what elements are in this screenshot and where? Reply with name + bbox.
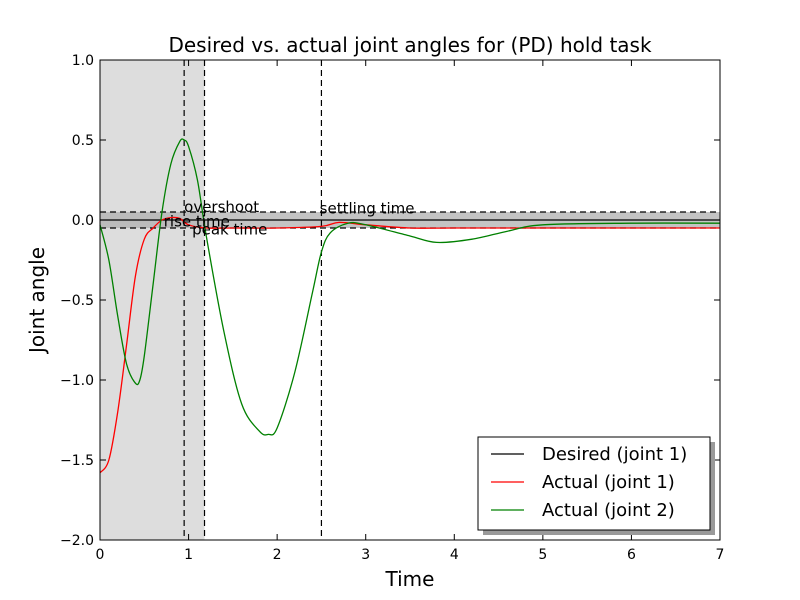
x-tick-label-3: 3 [361,547,370,563]
x-tick-label-0: 0 [96,547,105,563]
legend-label-1: Actual (joint 1) [542,472,675,493]
x-tick-label-6: 6 [627,547,636,563]
series-layer [99,138,721,474]
x-tick-label-2: 2 [273,547,282,563]
legend-label-0: Desired (joint 1) [542,444,687,465]
x-axis-label: Time [385,567,435,591]
x-tick-label-4: 4 [450,547,459,563]
legend: Desired (joint 1) Actual (joint 1) Actual … [477,436,715,535]
annotation-0: overshoot [184,198,259,216]
shaded-region-layer [100,60,205,540]
y-axis-label: Joint angle [25,247,49,355]
x-tick-label-1: 1 [184,547,193,563]
x-tick-label-7: 7 [716,547,725,563]
annotation-1: rise time [164,212,230,230]
legend-box [477,436,711,531]
y-tick-label-1: 0.5 [72,133,94,149]
y-tick-label-0: 1.0 [72,53,94,69]
series-line-1 [99,216,720,474]
tick-layer: 0 1 2 3 4 5 6 7 1.0 0.5 0.0 −0.5 −1.0 −1.5 −2.0 [60,53,724,563]
y-tick-label-2: 0.0 [72,213,94,229]
y-tick-label-4: −1.0 [60,373,94,389]
chart-title: Desired vs. actual joint angles for (PD)… [168,33,652,57]
annotation-3: settling time [320,200,415,218]
annotation-2: peak time [192,220,267,238]
y-tick-label-6: −2.0 [60,533,94,549]
x-tick-label-5: 5 [538,547,547,563]
shaded-region [100,60,205,540]
y-tick-label-5: −1.5 [60,453,94,469]
y-tick-label-3: −0.5 [60,293,94,309]
series-line-2 [99,138,721,436]
legend-label-2: Actual (joint 2) [542,500,675,521]
